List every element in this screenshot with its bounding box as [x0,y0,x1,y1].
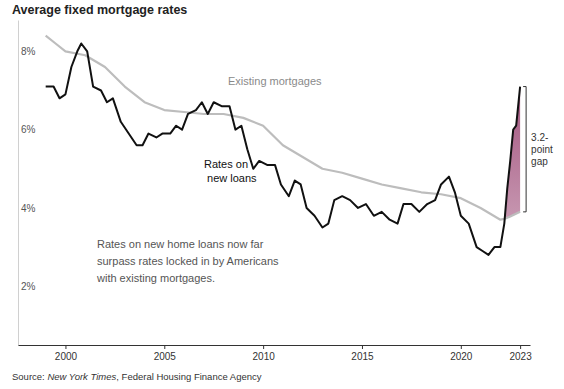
x-tick-label: 2020 [450,351,473,362]
annotation: with existing mortgages. [96,272,215,284]
y-tick-label: 6% [21,124,36,135]
x-tick: 2020 [450,345,473,362]
x-tick-label: 2023 [509,351,532,362]
x-tick: 2010 [253,345,276,362]
x-tick: 2005 [154,345,177,362]
series-line [46,43,520,254]
x-tick-mark [362,345,363,349]
annotation: surpass rates locked in by Americans [97,255,279,267]
series-label: Existing mortgages [228,75,322,87]
annotation: Rates on new home loans now far [97,238,264,250]
chart: Average fixed mortgage rates 2% 4% 6% 8% 2000… [0,0,564,389]
y-axis-line [18,21,19,346]
x-tick: 2015 [351,345,374,362]
x-tick-mark [164,345,165,349]
x-tick-mark [65,345,66,349]
x-tick-mark [263,345,264,349]
gap-label: 3.2- [531,132,548,143]
y-tick-label: 4% [21,203,36,214]
gap-label: point [531,144,553,155]
y-tick: 6% [18,124,36,135]
y-tick: 2% [18,281,36,292]
source: Source: New York Times, Federal Housing … [12,371,262,382]
y-tick: 4% [18,203,36,214]
x-tick: 2023 [509,345,532,362]
x-tick-label: 2015 [351,351,374,362]
x-tick-mark [461,345,462,349]
source-part: Source: [12,371,47,382]
x-tick-label: 2005 [154,351,177,362]
title: Average fixed mortgage rates [12,3,187,17]
x-axis: 2000 2005 2010 2015 2020 2023 [19,345,533,362]
x-axis-line [19,345,531,346]
gap-label: gap [531,156,548,167]
y-tick: 8% [18,46,36,57]
plot-area [46,36,520,255]
x-tick-label: 2000 [55,351,78,362]
x-tick: 2000 [55,345,78,362]
y-axis: 2% 4% 6% 8% [18,21,36,346]
source-part: New York Times [47,371,116,382]
x-tick-mark [520,345,521,349]
series-label: Rates on new loans [204,158,257,184]
gap-bracket [523,87,526,212]
y-tick-label: 8% [21,46,36,57]
x-tick-label: 2010 [253,351,276,362]
y-tick-label: 2% [21,281,36,292]
source-part: , Federal Housing Finance Agency [116,371,261,382]
series-line [46,36,520,220]
